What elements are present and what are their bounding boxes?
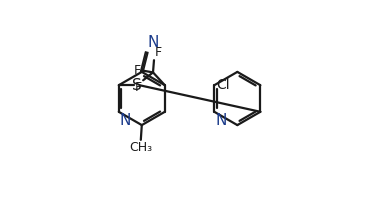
Text: N: N [148,35,159,50]
Text: F: F [135,81,142,94]
Text: N: N [120,113,131,128]
Text: CH₃: CH₃ [129,141,152,154]
Text: Cl: Cl [217,78,230,92]
Text: F: F [133,64,140,77]
Text: N: N [215,113,227,128]
Text: F: F [154,46,162,59]
Text: S: S [132,78,141,93]
